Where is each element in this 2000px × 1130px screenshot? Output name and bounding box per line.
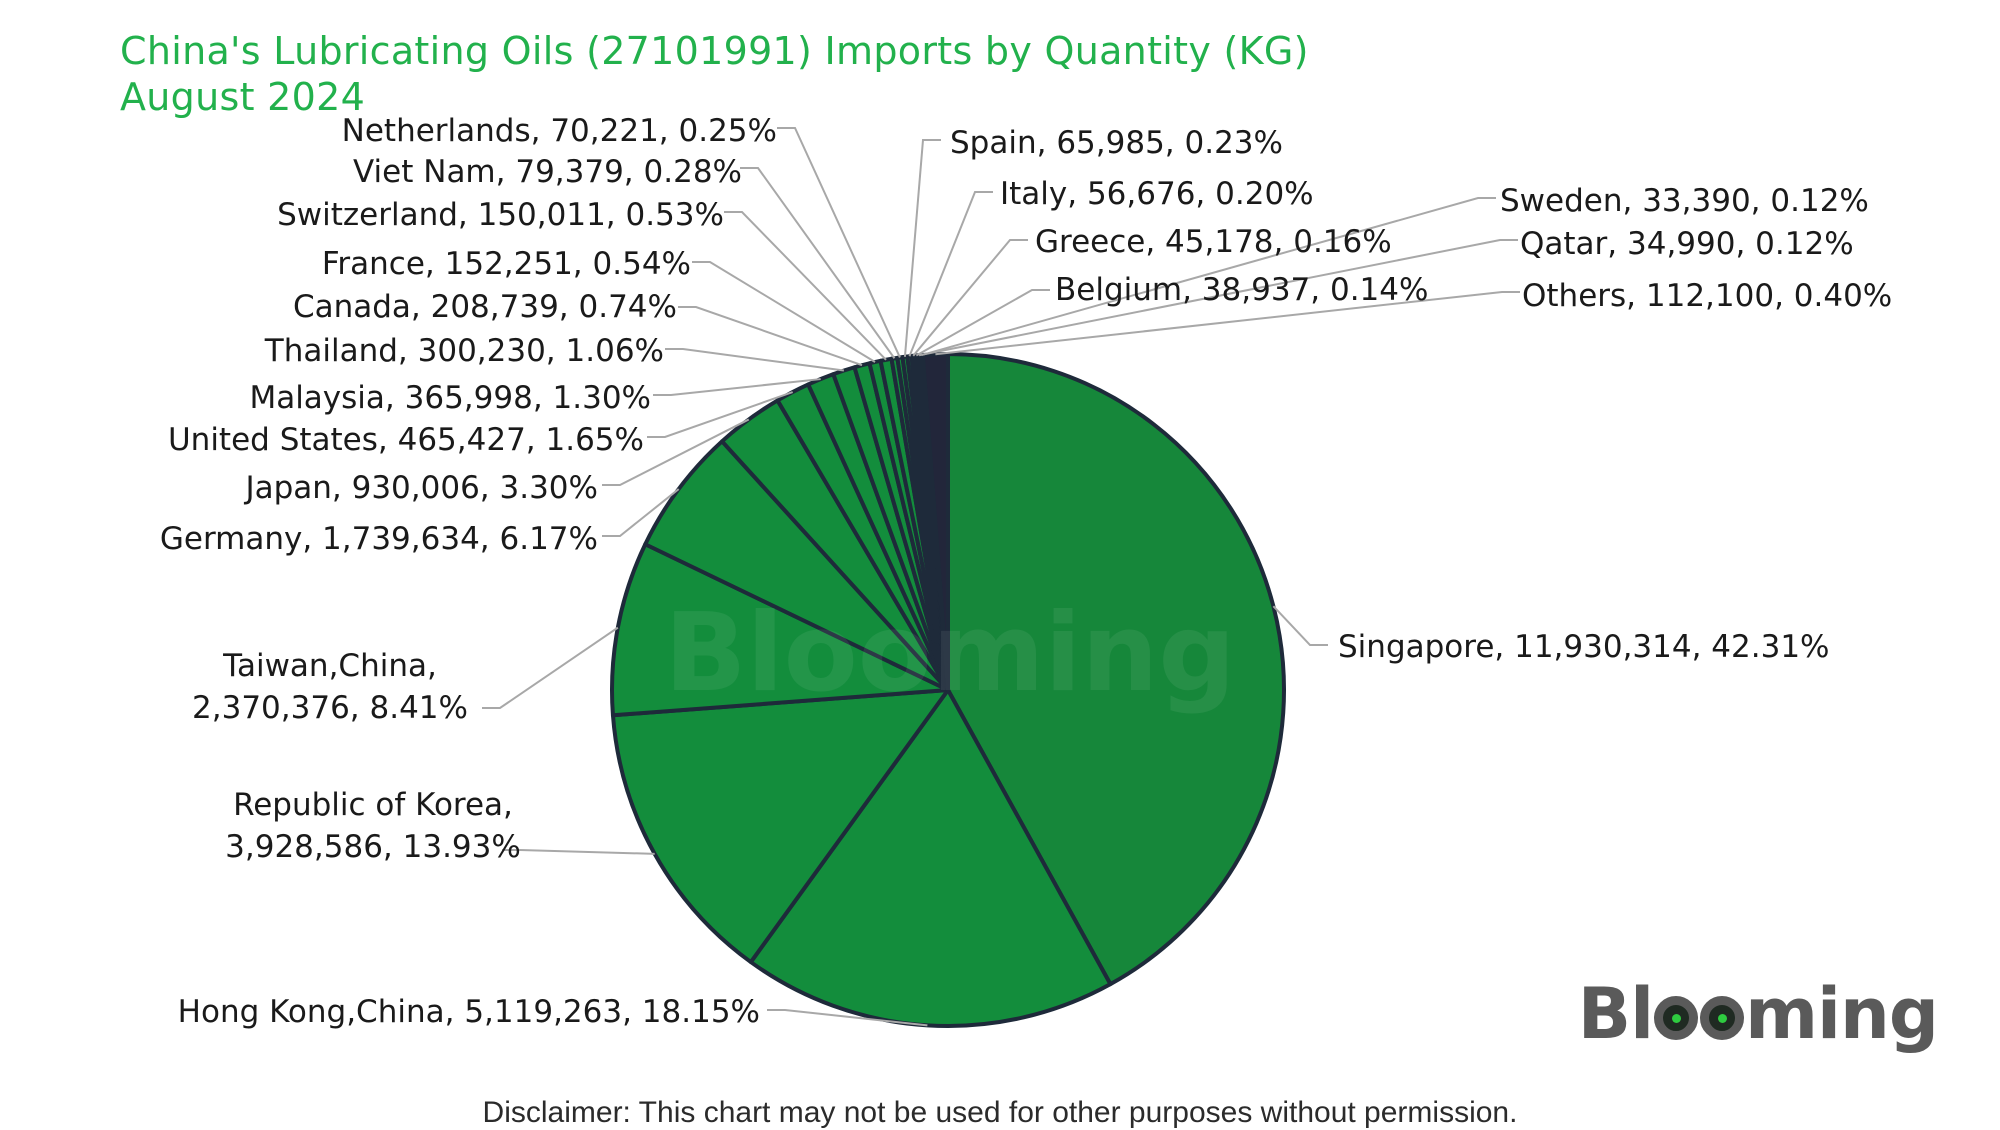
slice-label: Germany, 1,739,634, 6.17% xyxy=(160,521,598,557)
slice-label: United States, 465,427, 1.65% xyxy=(168,422,644,458)
slice-label: Switzerland, 150,011, 0.53% xyxy=(277,197,724,233)
leader-line xyxy=(777,127,901,358)
logo-text-middle: m xyxy=(1745,973,1818,1055)
slice-label: Singapore, 11,930,314, 42.31% xyxy=(1338,629,1830,665)
leader-line xyxy=(908,191,993,357)
slice-label: Republic of Korea, 3,928,586, 13.93% xyxy=(225,787,521,865)
disclaimer: Disclaimer: This chart may not be used f… xyxy=(482,1096,1518,1129)
leader-line xyxy=(602,418,750,486)
logo-eye-icon xyxy=(1700,996,1745,1040)
slice-label: Spain, 65,985, 0.23% xyxy=(950,125,1283,161)
slice-label: Canada, 208,739, 0.74% xyxy=(293,289,677,325)
slice-label: Hong Kong,China, 5,119,263, 18.15% xyxy=(178,994,760,1030)
slice-label: Italy, 56,676, 0.20% xyxy=(1000,176,1314,212)
leader-line xyxy=(647,391,794,438)
logo-text-end: ng xyxy=(1840,973,1939,1055)
leader-line xyxy=(692,261,876,363)
logo-text-start: Bl xyxy=(1577,973,1654,1055)
leader-lines xyxy=(482,127,1520,1027)
leader-line xyxy=(921,197,1496,357)
leader-line xyxy=(653,378,821,396)
leader-line xyxy=(678,306,863,367)
leader-line xyxy=(903,139,941,357)
leader-line xyxy=(1272,605,1328,646)
leader-line xyxy=(482,626,619,709)
leader-line xyxy=(912,239,1028,357)
slice-label: Belgium, 38,937, 0.14% xyxy=(1055,272,1428,308)
leader-line xyxy=(665,348,845,372)
slice-label: Netherlands, 70,221, 0.25% xyxy=(342,113,777,149)
leader-line xyxy=(602,488,680,537)
chart-title-block: China's Lubricating Oils (27101991) Impo… xyxy=(120,28,1309,120)
slice-label: Japan, 930,006, 3.30% xyxy=(243,470,598,506)
slice-label: Viet Nam, 79,379, 0.28% xyxy=(353,154,742,190)
slice-label: Greece, 45,178, 0.16% xyxy=(1035,224,1392,260)
chart-title: China's Lubricating Oils (27101991) Impo… xyxy=(120,29,1309,73)
blooming-logo: Bl ming xyxy=(1577,973,1939,1055)
slice-label: Malaysia, 365,998, 1.30% xyxy=(249,380,651,416)
leader-line xyxy=(740,167,896,359)
watermark-text: Blooming xyxy=(664,591,1235,716)
pie-slice-germany xyxy=(643,439,950,692)
leader-line xyxy=(935,291,1520,356)
pie-slice-singapore xyxy=(946,352,1286,987)
slice-label: Others, 112,100, 0.40% xyxy=(1522,278,1892,314)
leader-line xyxy=(915,289,1050,357)
leader-line xyxy=(724,211,887,361)
leader-line xyxy=(767,1009,928,1027)
slice-label: Qatar, 34,990, 0.12% xyxy=(1520,226,1854,262)
slice-label: Taiwan,China, 2,370,376, 8.41% xyxy=(192,648,468,726)
slice-label: Sweden, 33,390, 0.12% xyxy=(1500,183,1869,219)
chart-subtitle: August 2024 xyxy=(120,75,366,119)
slice-labels: Singapore, 11,930,314, 42.31% Hong Kong,C… xyxy=(160,113,1892,1030)
slice-label: Thailand, 300,230, 1.06% xyxy=(264,333,664,369)
leader-line xyxy=(502,849,655,855)
logo-eye-icon xyxy=(1654,996,1699,1040)
leader-line xyxy=(918,239,1518,357)
slice-label: France, 152,251, 0.54% xyxy=(322,246,691,282)
